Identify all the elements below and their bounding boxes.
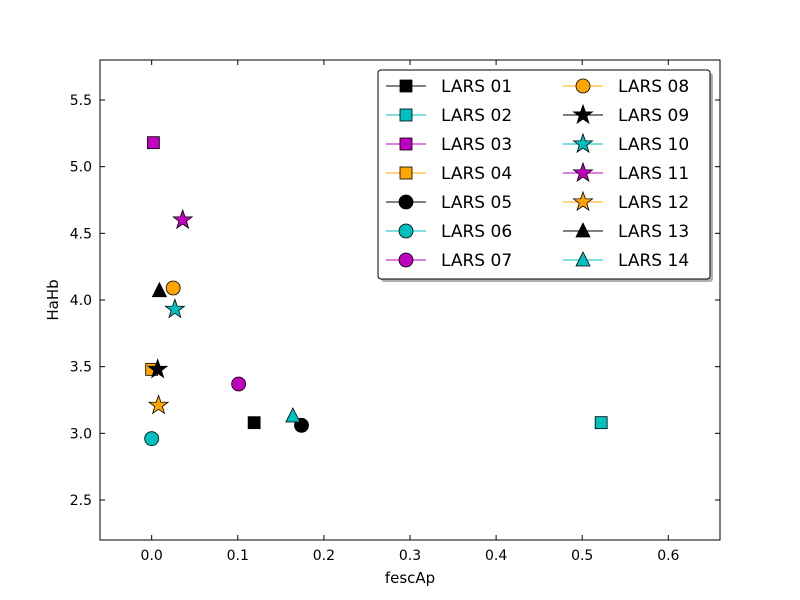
legend-marker-lars-12	[572, 190, 594, 212]
legend-marker-lars-06	[398, 223, 414, 239]
data-point-lars-08	[165, 280, 181, 296]
y-tick-label: 3.5	[70, 360, 92, 376]
x-tick-label: 0.4	[485, 548, 507, 564]
x-tick-label: 0.3	[399, 548, 421, 564]
legend-label-lars-05: LARS 05	[441, 193, 512, 213]
legend-label-lars-08: LARS 08	[618, 77, 689, 97]
data-point-lars-06	[144, 431, 160, 447]
legend-label-lars-10: LARS 10	[618, 135, 689, 155]
legend-label-lars-01: LARS 01	[441, 77, 512, 97]
legend-label-lars-06: LARS 06	[441, 222, 512, 242]
legend-marker-lars-11	[572, 161, 594, 183]
x-tick-label: 0.1	[227, 548, 249, 564]
x-tick-label: 0.0	[141, 548, 163, 564]
y-tick-label: 3.0	[70, 426, 92, 442]
data-point-lars-14	[285, 407, 301, 423]
y-tick-label: 2.5	[70, 493, 92, 509]
legend-box	[377, 69, 711, 280]
data-point-lars-02	[594, 416, 608, 430]
legend-label-lars-14: LARS 14	[618, 251, 689, 271]
legend-label-lars-03: LARS 03	[441, 135, 512, 155]
y-tick-label: 5.0	[70, 160, 92, 176]
y-tick-label: 4.5	[70, 226, 92, 242]
legend-marker-lars-09	[572, 103, 594, 125]
data-point-lars-09	[147, 358, 169, 379]
legend-marker-lars-05	[398, 194, 414, 210]
y-tick-label: 4.0	[70, 293, 92, 309]
legend-marker-lars-14	[575, 251, 591, 267]
legend-marker-lars-03	[399, 137, 413, 151]
legend-marker-lars-10	[572, 132, 594, 154]
legend-label-lars-12: LARS 12	[618, 193, 689, 213]
data-point-lars-12	[147, 394, 170, 415]
legend-label-lars-02: LARS 02	[441, 106, 512, 126]
legend-label-lars-07: LARS 07	[441, 251, 512, 271]
legend-marker-lars-04	[399, 166, 413, 180]
data-point-lars-01	[247, 416, 261, 430]
data-point-lars-07	[231, 376, 247, 392]
y-tick-label: 5.5	[70, 93, 92, 109]
x-tick-label: 0.5	[571, 548, 593, 564]
legend-marker-lars-08	[575, 78, 591, 94]
legend: LARS 01 LARS 02 LARS 03 LARS 04 LARS 05 LARS …	[377, 69, 713, 282]
plot-area	[144, 136, 608, 447]
y-axis-label: HaHb	[44, 279, 62, 320]
legend-marker-lars-13	[575, 222, 591, 238]
legend-label-lars-11: LARS 11	[618, 164, 689, 184]
legend-label-lars-13: LARS 13	[618, 222, 689, 242]
x-tick-label: 0.2	[313, 548, 335, 564]
data-point-lars-03	[146, 136, 160, 150]
x-tick-label: 0.6	[657, 548, 679, 564]
data-point-lars-13	[151, 281, 168, 298]
legend-label-lars-09: LARS 09	[618, 106, 689, 126]
axes: 0.0 0.1 0.2 0.3 0.4 0.5 0.6 2.5 3.0 3.5 4.0 4.5 5.0 5…	[44, 59, 721, 587]
data-point-lars-10	[164, 298, 186, 319]
legend-marker-lars-07	[398, 252, 414, 268]
legend-marker-lars-01	[399, 79, 413, 93]
legend-marker-lars-02	[399, 108, 413, 122]
data-point-lars-11	[172, 208, 194, 230]
x-axis-label: fescAp	[385, 569, 435, 587]
legend-label-lars-04: LARS 04	[441, 164, 512, 184]
